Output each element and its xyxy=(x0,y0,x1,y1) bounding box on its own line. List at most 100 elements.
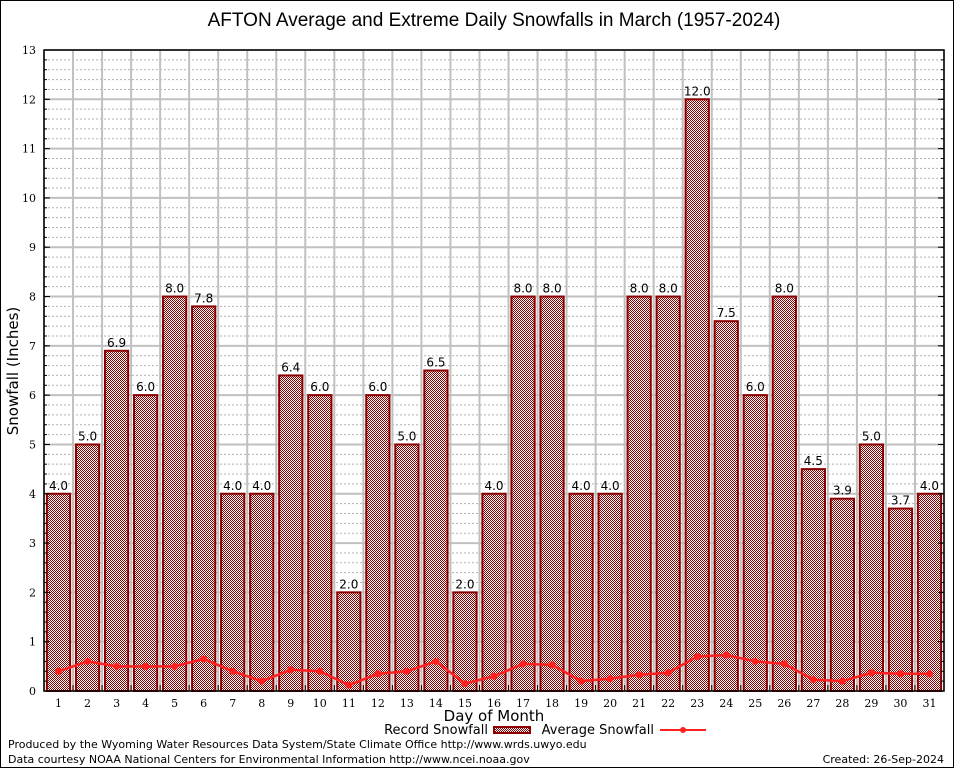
y-tick-label: 4 xyxy=(29,488,36,501)
y-tick-label: 10 xyxy=(22,192,36,205)
x-tick-label: 15 xyxy=(458,697,472,710)
bar-value-label: 6.4 xyxy=(281,360,300,374)
plot-border xyxy=(43,49,945,692)
average-point xyxy=(229,667,237,675)
x-tick-label: 28 xyxy=(835,697,849,710)
bar-value-labels: 4.0 5.0 6.9 6.0 8.0 7.8 4.0 4.0 6.4 6.0 2.0 6.0 5.0 6… xyxy=(49,84,939,591)
x-tick-labels: 1 2 3 4 5 6 7 8 9 10 11 12 13 14 15 16 17 18 19 20 21 22 23 24 2… xyxy=(55,697,936,710)
average-point xyxy=(925,670,933,678)
average-point xyxy=(84,657,92,665)
y-tick-label: 6 xyxy=(29,389,36,402)
record-bar xyxy=(713,320,739,692)
x-tick-label: 25 xyxy=(748,697,762,710)
x-tick-label: 11 xyxy=(342,697,356,710)
average-point xyxy=(577,677,585,685)
x-tick-label: 6 xyxy=(200,697,207,710)
bar-value-label: 4.0 xyxy=(223,479,242,493)
x-tick-label: 9 xyxy=(287,697,294,710)
bar-value-label: 8.0 xyxy=(659,282,678,296)
y-tick-label: 7 xyxy=(29,340,36,353)
average-point xyxy=(519,660,527,668)
average-point xyxy=(722,651,730,659)
y-tick-label: 3 xyxy=(29,537,36,550)
average-point xyxy=(461,680,469,688)
x-tick-label: 23 xyxy=(690,697,704,710)
x-tick-label: 31 xyxy=(922,697,936,710)
y-tick-label: 12 xyxy=(22,93,36,106)
record-bar xyxy=(74,443,101,693)
bar-value-label: 4.0 xyxy=(252,479,271,493)
average-point xyxy=(113,662,121,670)
x-tick-label: 7 xyxy=(229,697,236,710)
average-point xyxy=(548,661,556,669)
average-point xyxy=(316,667,324,675)
footer-created-date: Created: 26-Sep-2024 xyxy=(823,753,944,766)
y-tick-label: 2 xyxy=(29,586,36,599)
x-tick-label: 8 xyxy=(258,697,265,710)
record-bar xyxy=(45,492,72,692)
x-tick-label: 1 xyxy=(55,697,62,710)
average-point xyxy=(606,675,614,683)
footer-produced-by: Produced by the Wyoming Water Resources … xyxy=(8,738,587,751)
average-line xyxy=(55,651,933,689)
record-bar xyxy=(394,443,420,693)
bar-value-label: 7.5 xyxy=(717,306,736,320)
x-tick-label: 14 xyxy=(429,697,443,710)
average-point xyxy=(838,677,846,685)
record-bar xyxy=(800,468,826,692)
record-bar xyxy=(220,492,246,692)
x-tick-label: 27 xyxy=(806,697,820,710)
chart-title: AFTON Average and Extreme Daily Snowfall… xyxy=(208,10,781,31)
record-bar xyxy=(742,394,768,692)
bar-value-label: 8.0 xyxy=(775,282,794,296)
bar-value-label: 4.0 xyxy=(601,479,620,493)
bar-value-label: 4.0 xyxy=(920,479,939,493)
y-tick-label: 0 xyxy=(29,685,36,698)
record-bars xyxy=(45,98,943,693)
bar-value-label: 4.0 xyxy=(484,479,503,493)
bar-value-label: 6.0 xyxy=(746,380,765,394)
record-bar xyxy=(539,295,565,692)
y-tick-label: 8 xyxy=(29,291,36,304)
y-axis-label: Snowfall (Inches) xyxy=(4,307,22,435)
x-tick-label: 13 xyxy=(400,697,414,710)
average-point xyxy=(171,662,179,670)
average-point xyxy=(896,670,904,678)
x-tick-label: 16 xyxy=(487,697,501,710)
x-tick-label: 2 xyxy=(84,697,91,710)
x-tick-label: 4 xyxy=(142,697,149,710)
bar-value-label: 8.0 xyxy=(543,282,562,296)
bar-value-label: 2.0 xyxy=(339,577,358,591)
record-bar xyxy=(133,394,159,692)
x-tick-label: 5 xyxy=(171,697,178,710)
average-point xyxy=(374,670,382,678)
x-tick-label: 10 xyxy=(313,697,327,710)
x-tick-label: 26 xyxy=(777,697,791,710)
record-bar xyxy=(684,98,710,693)
average-point xyxy=(403,667,411,675)
average-point xyxy=(780,660,788,668)
bar-value-label: 4.5 xyxy=(804,454,823,468)
x-tick-label: 30 xyxy=(893,697,907,710)
legend-record-swatch xyxy=(493,726,531,734)
record-bar xyxy=(307,394,333,692)
average-point xyxy=(287,666,295,674)
y-tick-label: 13 xyxy=(22,44,36,57)
legend-average-label: Average Snowfall xyxy=(542,723,654,738)
x-axis-label: Day of Month xyxy=(444,707,545,725)
bar-value-label: 3.7 xyxy=(891,494,910,508)
record-bar xyxy=(336,591,362,693)
bar-value-label: 12.0 xyxy=(684,84,711,98)
average-point xyxy=(258,677,266,685)
x-tick-label: 29 xyxy=(864,697,878,710)
x-tick-label: 12 xyxy=(371,697,385,710)
record-bar xyxy=(829,497,855,693)
record-bar xyxy=(597,492,623,692)
average-point xyxy=(693,652,701,660)
bar-value-label: 6.0 xyxy=(136,380,155,394)
record-bar xyxy=(771,295,797,692)
average-point xyxy=(345,681,353,689)
record-bar xyxy=(249,492,275,692)
x-tick-label: 21 xyxy=(632,697,646,710)
